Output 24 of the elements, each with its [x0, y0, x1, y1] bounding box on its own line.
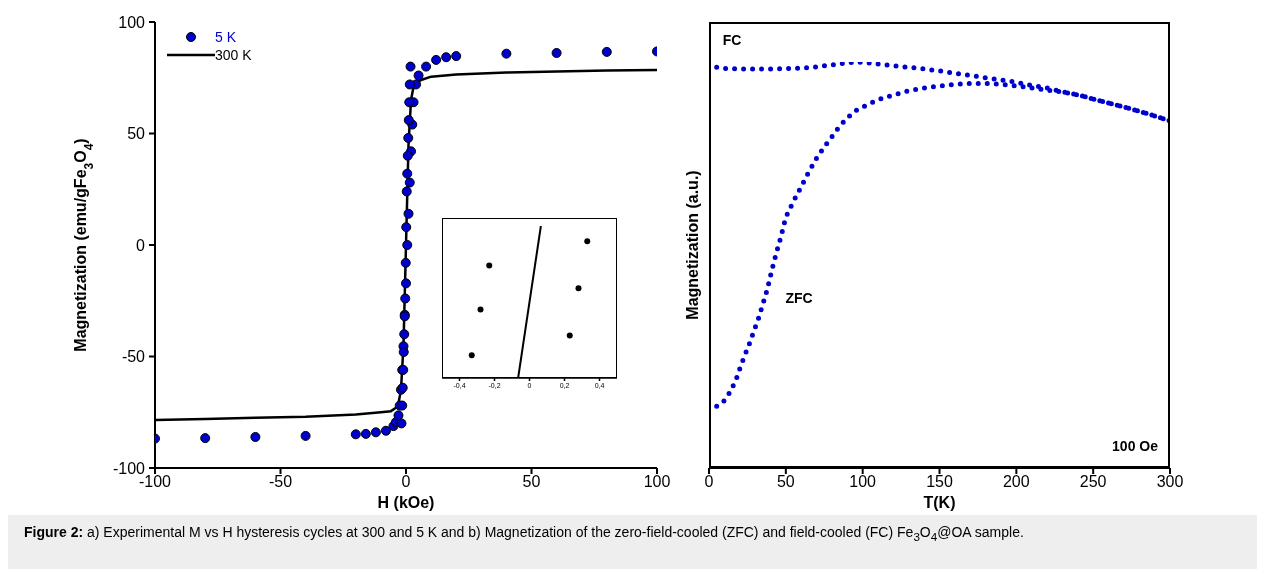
- x-tick-label: 100: [643, 473, 671, 491]
- y-tick-label: 0: [136, 236, 146, 254]
- y-tick-label: -50: [121, 348, 146, 366]
- x-tick-label: -50: [268, 473, 293, 491]
- x-tick-label: 300: [1156, 473, 1184, 491]
- legend-label: 300 K: [215, 47, 252, 63]
- x-tick-label: 50: [522, 473, 541, 491]
- x-tick-label: 50: [776, 473, 795, 491]
- legend-label: 5 K: [215, 29, 237, 45]
- y-tick-label: 100: [118, 13, 146, 31]
- x-tick-label: 150: [926, 473, 953, 491]
- x-tick-label: 0: [704, 473, 714, 491]
- series-label: ZFC: [785, 289, 813, 306]
- x-tick-label: 250: [1079, 473, 1107, 491]
- x-tick-label: 200: [1002, 473, 1030, 491]
- y-axis-title: Magnetization (a.u.): [684, 170, 701, 320]
- series-label: FC: [722, 32, 742, 49]
- x-tick-label: 0: [401, 473, 411, 491]
- annotation: 100 Oe: [1112, 438, 1158, 454]
- caption: Figure 2: a) Experimental M vs H hysteresis cycles at 300 and 5 K and b) Magnetization of the zero-field-cooled (ZFC) and field-cooled (FC) Fe$_{3}$O$_{4}$@OA sample.: [24, 524, 1024, 543]
- x-tick-label: 100: [849, 473, 877, 491]
- y-tick-label: 50: [127, 125, 146, 143]
- x-axis-title: H (kOe): [377, 494, 435, 511]
- x-axis-title: T(K): [923, 494, 956, 511]
